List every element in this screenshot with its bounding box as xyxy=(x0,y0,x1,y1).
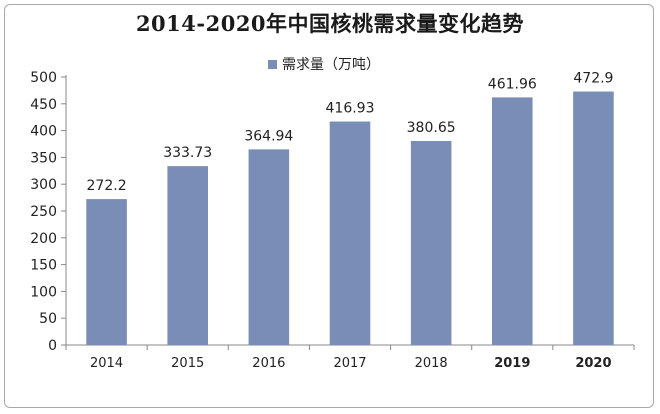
x-tick-label-2015: 2015 xyxy=(171,356,204,371)
legend-swatch xyxy=(268,59,277,69)
bars xyxy=(86,91,614,346)
bar-2018 xyxy=(410,140,452,345)
y-tick-label: 150 xyxy=(30,258,57,274)
y-tick-label: 250 xyxy=(30,204,57,220)
data-label-2016: 364.94 xyxy=(244,128,293,144)
bar-2019 xyxy=(492,97,533,346)
bar-2017 xyxy=(329,121,371,346)
data-label-2019: 461.96 xyxy=(488,76,537,92)
axes: 0 50 100 150 200 250 300 350 400 450 500 2014 2015 20… xyxy=(30,70,635,371)
data-label-2018: 380.65 xyxy=(407,120,456,136)
y-tick-label: 300 xyxy=(30,177,57,193)
data-label-2020: 472.9 xyxy=(573,71,613,87)
y-tick-label: 200 xyxy=(30,231,57,247)
chart-title: 2014-2020年中国核桃需求量变化趋势 xyxy=(135,11,525,36)
y-tick-label: 50 xyxy=(39,311,57,327)
x-tick-label-2014: 2014 xyxy=(90,356,123,371)
y-tick-label: 0 xyxy=(48,338,57,354)
bar-2020 xyxy=(573,91,614,345)
data-label-2017: 416.93 xyxy=(326,101,375,117)
bar-2015 xyxy=(167,166,208,345)
bar-2016 xyxy=(248,149,290,345)
x-tick-label-2018: 2018 xyxy=(415,356,448,371)
x-tick-label-2017: 2017 xyxy=(333,356,366,371)
y-tick-label: 350 xyxy=(30,150,57,166)
data-label-2015: 333.73 xyxy=(163,145,212,161)
y-tick-label: 500 xyxy=(30,70,57,86)
legend-label: 需求量（万吨） xyxy=(282,57,380,73)
data-labels: 272.2 333.73 364.94 416.93 380.65 461.96 472.9 xyxy=(87,71,614,195)
x-tick-label-2020: 2020 xyxy=(575,356,611,371)
y-tick-label: 450 xyxy=(30,97,57,113)
y-tick-label: 400 xyxy=(30,124,57,140)
bar-2014 xyxy=(86,199,127,345)
y-tick-label: 100 xyxy=(30,284,57,300)
data-label-2014: 272.2 xyxy=(87,178,127,194)
legend: 需求量（万吨） xyxy=(268,54,380,74)
x-tick-label-2016: 2016 xyxy=(252,356,285,371)
x-tick-label-2019: 2019 xyxy=(494,356,530,371)
